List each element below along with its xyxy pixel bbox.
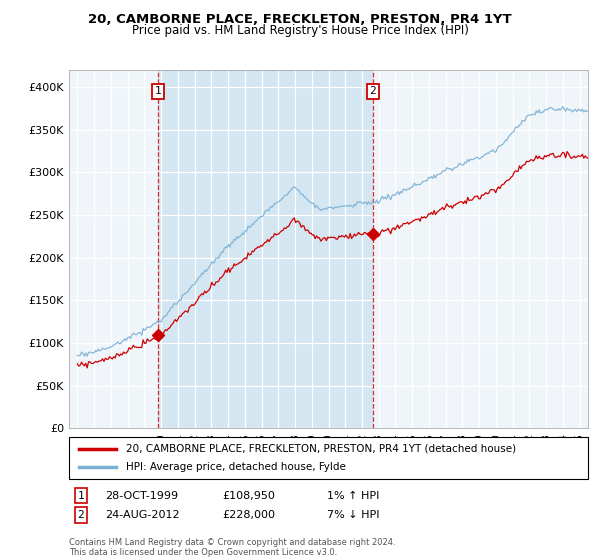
Text: 20, CAMBORNE PLACE, FRECKLETON, PRESTON, PR4 1YT (detached house): 20, CAMBORNE PLACE, FRECKLETON, PRESTON,… xyxy=(126,444,516,454)
Text: 24-AUG-2012: 24-AUG-2012 xyxy=(105,510,179,520)
Text: 7% ↓ HPI: 7% ↓ HPI xyxy=(327,510,380,520)
Text: 28-OCT-1999: 28-OCT-1999 xyxy=(105,491,178,501)
FancyBboxPatch shape xyxy=(69,437,588,479)
Text: Contains HM Land Registry data © Crown copyright and database right 2024.
This d: Contains HM Land Registry data © Crown c… xyxy=(69,538,395,557)
Text: Price paid vs. HM Land Registry's House Price Index (HPI): Price paid vs. HM Land Registry's House … xyxy=(131,24,469,37)
Text: £228,000: £228,000 xyxy=(222,510,275,520)
Bar xyxy=(158,70,373,428)
Text: 1% ↑ HPI: 1% ↑ HPI xyxy=(327,491,379,501)
Text: 1: 1 xyxy=(77,491,85,501)
Text: 2: 2 xyxy=(370,86,376,96)
Text: HPI: Average price, detached house, Fylde: HPI: Average price, detached house, Fyld… xyxy=(126,462,346,472)
Text: 20, CAMBORNE PLACE, FRECKLETON, PRESTON, PR4 1YT: 20, CAMBORNE PLACE, FRECKLETON, PRESTON,… xyxy=(88,13,512,26)
Text: 2: 2 xyxy=(77,510,85,520)
Text: 1: 1 xyxy=(155,86,161,96)
Text: £108,950: £108,950 xyxy=(222,491,275,501)
